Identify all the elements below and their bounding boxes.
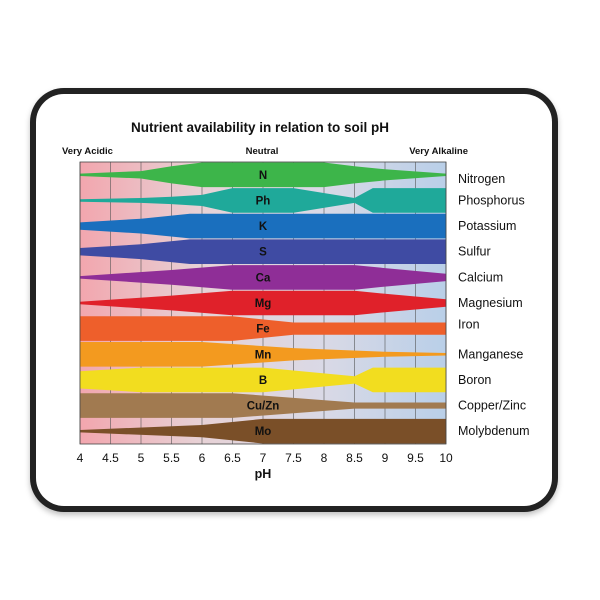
tick-label-6.5: 6.5 xyxy=(224,451,241,465)
band-label-iron: Fe xyxy=(256,324,269,336)
tick-label-5.5: 5.5 xyxy=(163,451,180,465)
legend-molybdenum: Molybdenum xyxy=(458,424,530,438)
region-label-neutral: Neutral xyxy=(246,146,279,157)
legend-iron: Iron xyxy=(458,318,480,332)
legend-nitrogen: Nitrogen xyxy=(458,172,505,186)
legend-boron: Boron xyxy=(458,373,491,387)
tick-label-10: 10 xyxy=(439,451,453,465)
legend-potassium: Potassium xyxy=(458,219,516,233)
band-sulfur xyxy=(80,239,446,264)
tick-label-7: 7 xyxy=(260,451,267,465)
band-label-magnesium: Mg xyxy=(255,298,272,310)
band-label-boron: B xyxy=(259,375,267,387)
band-copper-zinc xyxy=(80,393,446,418)
band-molybdenum xyxy=(80,418,446,444)
tick-label-9: 9 xyxy=(382,451,389,465)
legend-manganese: Manganese xyxy=(458,347,523,361)
x-axis-label: pH xyxy=(255,467,272,481)
tick-label-6: 6 xyxy=(199,451,206,465)
region-label-very-acidic: Very Acidic xyxy=(62,146,113,157)
region-label-very-alkaline: Very Alkaline xyxy=(409,146,468,157)
legend-magnesium: Magnesium xyxy=(458,296,523,310)
band-calcium xyxy=(80,265,446,290)
nutrient-legend: Nitrogen Phosphorus Potassium Sulfur Calcium… xyxy=(458,172,530,438)
band-label-phosphorus: Ph xyxy=(256,195,271,207)
tick-label-8.5: 8.5 xyxy=(346,451,363,465)
band-potassium xyxy=(80,213,446,239)
band-label-molybdenum: Mo xyxy=(255,426,272,438)
band-magnesium xyxy=(80,290,446,316)
nutrient-bands: N Ph K S Ca Mg Fe Mn B Cu/Zn Mo xyxy=(80,162,446,444)
plot-border xyxy=(79,161,447,445)
tick-label-4: 4 xyxy=(77,451,84,465)
band-nitrogen xyxy=(80,162,446,188)
legend-calcium: Calcium xyxy=(458,270,503,284)
tick-label-5: 5 xyxy=(138,451,145,465)
tick-label-9.5: 9.5 xyxy=(407,451,424,465)
band-label-calcium: Ca xyxy=(256,272,271,284)
band-iron xyxy=(80,316,446,341)
band-phosphorus xyxy=(80,188,446,213)
band-boron xyxy=(80,367,446,393)
tick-label-8: 8 xyxy=(321,451,328,465)
band-label-potassium: K xyxy=(259,221,268,233)
tick-label-7.5: 7.5 xyxy=(285,451,302,465)
band-label-sulfur: S xyxy=(259,247,267,259)
band-manganese xyxy=(80,342,446,367)
band-label-copper-zinc: Cu/Zn xyxy=(247,401,280,413)
legend-copper-zinc: Copper/Zinc xyxy=(458,399,526,413)
chart-title: Nutrient availability in relation to soi… xyxy=(131,120,389,135)
band-label-nitrogen: N xyxy=(259,170,267,182)
legend-sulfur: Sulfur xyxy=(458,245,491,259)
tick-label-4.5: 4.5 xyxy=(102,451,119,465)
band-label-manganese: Mn xyxy=(255,349,272,361)
x-axis-ticks: 4 4.5 5 5.5 6 6.5 7 7.5 8 8.5 9 9.5 10 xyxy=(77,451,453,465)
legend-phosphorus: Phosphorus xyxy=(458,193,525,207)
